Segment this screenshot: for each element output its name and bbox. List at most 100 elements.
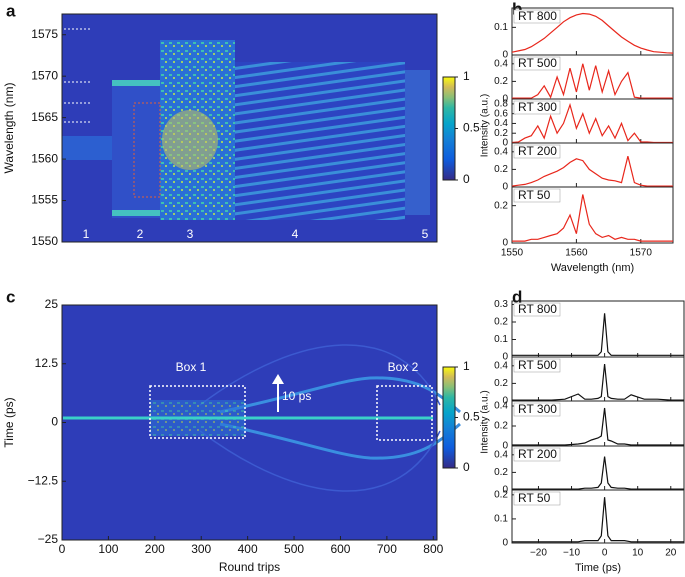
subplot-label: RT 200: [518, 447, 557, 461]
spectrum-line: [512, 313, 684, 356]
subplot-label: RT 300: [518, 100, 557, 114]
subplot-label: RT 500: [518, 56, 557, 70]
panel-label: c: [6, 287, 15, 306]
y-tick-label: 0.4: [494, 118, 508, 129]
y-tick-label: 12.5: [35, 356, 59, 370]
subplot-label-box: [513, 9, 561, 24]
y-tick-label: 0.2: [494, 317, 508, 328]
subplot-label: RT 50: [518, 491, 551, 505]
x-tick-label: 0: [59, 542, 66, 556]
y-tick-label: 1560: [31, 151, 58, 165]
colorbar-a: [443, 77, 455, 180]
subplot-label-box: [513, 491, 561, 506]
spectrum-line: [512, 363, 684, 401]
y-tick-label: 0.1: [494, 22, 508, 33]
y-tick-label: 0: [502, 50, 508, 61]
y-axis-label: Intensity (a.u.): [480, 94, 491, 157]
subplot-label: RT 800: [518, 302, 557, 316]
colorbar-tick-label: 0.5: [463, 410, 480, 424]
y-axis-label: Time (ps): [2, 397, 16, 447]
y-tick-label: 1575: [31, 27, 58, 41]
x-tick-label: 600: [330, 542, 350, 556]
colorbar-frame: [442, 76, 456, 181]
y-tick-label: 1550: [31, 234, 58, 248]
panel-label: b: [512, 0, 522, 18]
x-tick-label: 200: [145, 542, 165, 556]
y-tick-label: 0.1: [494, 514, 508, 525]
region-label: 4: [292, 227, 299, 241]
y-tick-label: 1565: [31, 110, 58, 124]
y-axis-label: Intensity (a.u.): [480, 390, 491, 453]
x-tick-label: 0: [602, 548, 608, 559]
y-tick-label: 0.4: [494, 401, 508, 412]
plot-frame: [61, 13, 438, 243]
spectrum-line: [511, 102, 673, 144]
subplot-label-box: [513, 402, 561, 417]
x-tick-label: 1570: [630, 248, 653, 259]
y-tick-label: 0.6: [494, 108, 508, 119]
subplot-label-box: [513, 56, 561, 71]
subplot-label-box: [513, 100, 561, 115]
x-tick-label: 300: [191, 542, 211, 556]
y-tick-label: 0: [502, 94, 508, 105]
x-tick-label: 20: [665, 548, 677, 559]
y-tick-label: −12.5: [28, 473, 59, 487]
region-label: 2: [137, 227, 144, 241]
y-tick-label: 0: [502, 538, 508, 549]
y-tick-label: 0.8: [494, 99, 508, 110]
x-tick-label: 500: [284, 542, 304, 556]
y-tick-label: 0: [502, 485, 508, 496]
panel-label: d: [512, 287, 522, 306]
spectrum-line: [512, 497, 684, 543]
y-tick-label: 0.2: [494, 128, 508, 139]
subplot-label: RT 50: [518, 188, 551, 202]
x-tick-label: 1560: [565, 248, 588, 259]
x-tick-label: −10: [563, 548, 580, 559]
colorbar-c: [443, 367, 455, 468]
annotation: 10 ps: [282, 389, 311, 403]
subplot-label-box: [513, 188, 561, 203]
x-tick-label: 700: [377, 542, 397, 556]
region-label: 5: [422, 227, 429, 241]
subplot-frame: [511, 489, 685, 544]
y-tick-label: 0.4: [494, 146, 508, 157]
y-tick-label: 1570: [31, 68, 58, 82]
y-tick-label: 0.3: [494, 299, 508, 310]
y-tick-label: 25: [45, 297, 59, 311]
x-axis-label: Wavelength (nm): [551, 262, 634, 274]
x-tick-label: 800: [423, 542, 443, 556]
y-tick-label: 0: [502, 238, 508, 249]
spectrum-line: [512, 456, 684, 490]
x-tick-label: 10: [632, 548, 644, 559]
y-tick-label: 0.1: [494, 334, 508, 345]
y-tick-label: 0: [502, 352, 508, 363]
heatmap-c-image: [62, 305, 461, 540]
y-tick-label: 0: [51, 415, 58, 429]
y-tick-label: 0.4: [494, 449, 508, 460]
spectrum-line: [512, 63, 673, 99]
x-axis-label: Time (ps): [575, 562, 621, 574]
annotation: Box 1: [176, 360, 207, 374]
y-tick-label: 0.4: [494, 58, 508, 69]
x-tick-label: 100: [98, 542, 118, 556]
y-tick-label: 0: [502, 182, 508, 193]
colorbar-tick-label: 1: [463, 359, 470, 373]
y-tick-label: 0: [502, 441, 508, 452]
spectrum-line: [511, 156, 673, 187]
y-tick-label: 0.2: [494, 421, 508, 432]
spectrum-line: [512, 194, 673, 242]
spectrum-line: [511, 12, 674, 54]
colorbar-tick-label: 1: [463, 69, 470, 83]
panel-label: a: [6, 1, 16, 20]
subplot-label-box: [513, 302, 561, 317]
subplot-frame: [511, 186, 674, 244]
colorbar-tick-label: 0: [463, 172, 470, 186]
colorbar-frame: [442, 366, 456, 469]
subplot-label: RT 300: [518, 402, 557, 416]
heatmap-a-image: [62, 14, 437, 242]
y-tick-label: 0.2: [494, 200, 508, 211]
subplot-label: RT 800: [518, 9, 557, 23]
y-tick-label: 0.2: [494, 467, 508, 478]
y-tick-label: −25: [38, 532, 59, 546]
